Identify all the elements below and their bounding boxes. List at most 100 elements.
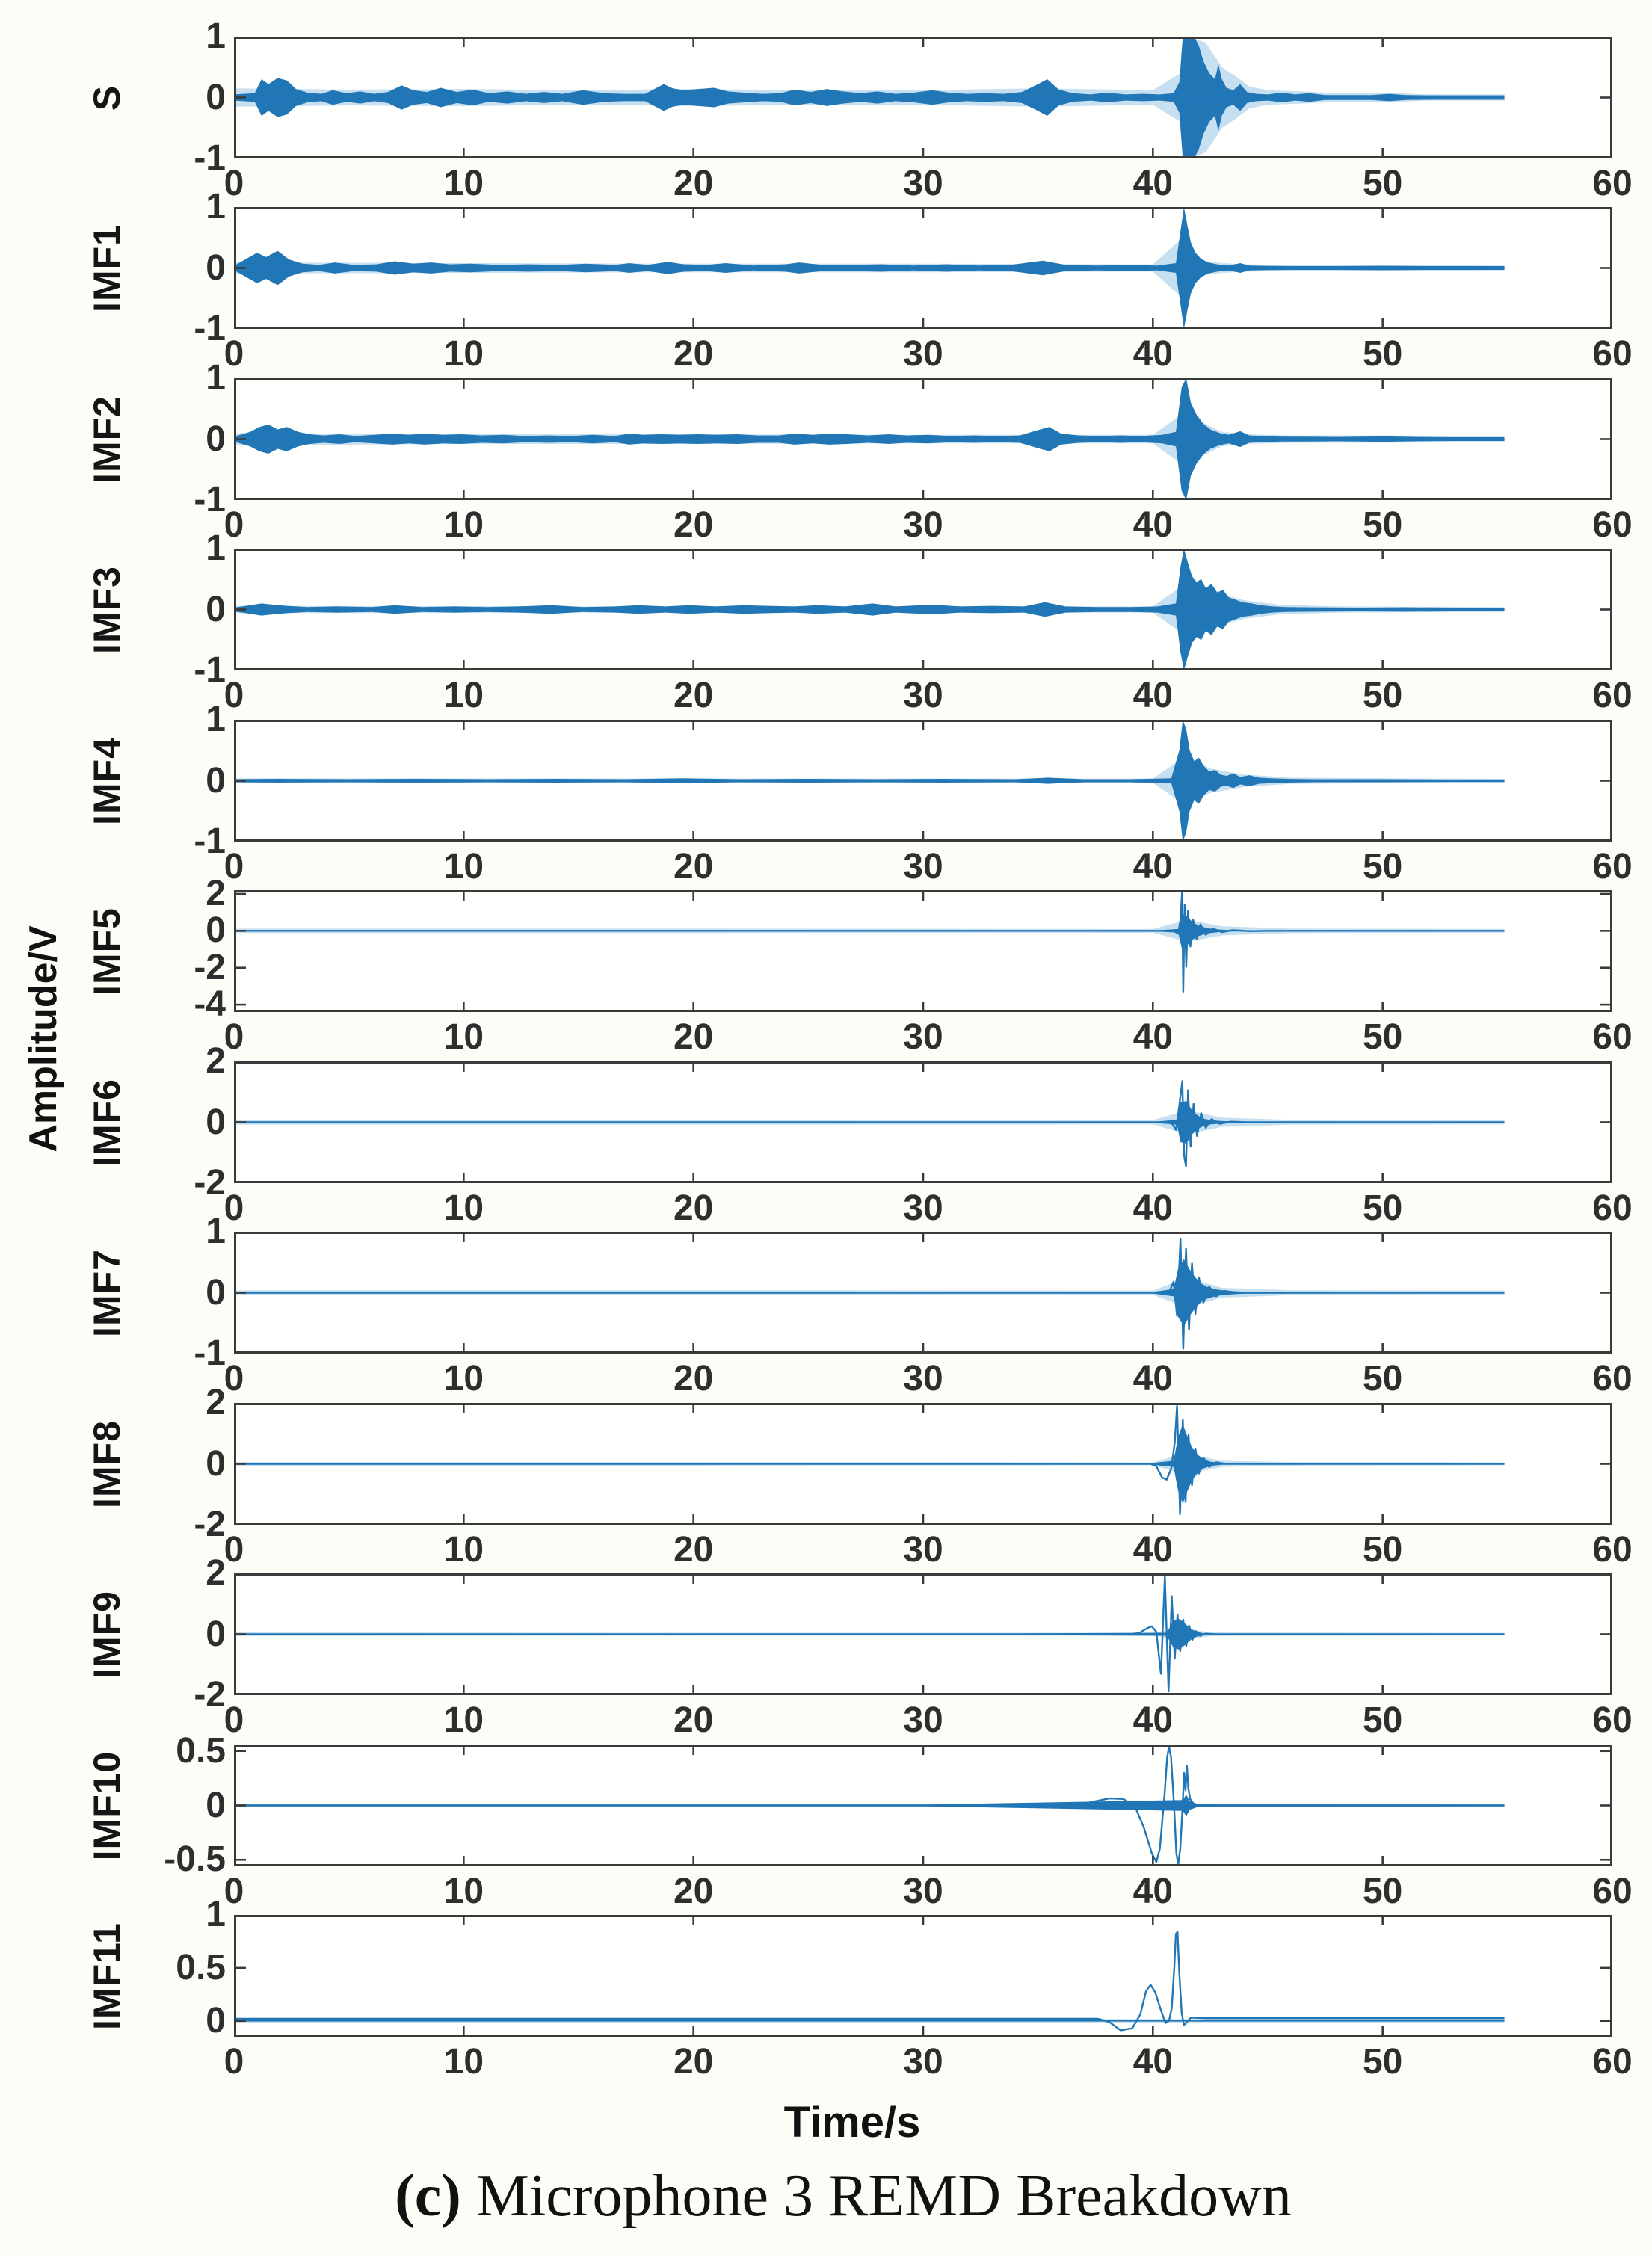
x-tick-label: 50 (1362, 1188, 1403, 1228)
x-tick-label: 30 (903, 1188, 943, 1228)
waveform-panel-IMF6 (234, 1061, 1612, 1183)
x-tick-label: 0 (224, 1530, 244, 1570)
panel-frame (234, 1745, 1612, 1866)
x-tick-label: 50 (1362, 847, 1403, 886)
x-tick-label: 30 (903, 1359, 943, 1398)
x-tick-label: 50 (1362, 676, 1403, 715)
x-tick-label: 60 (1592, 1359, 1633, 1398)
signal-line (234, 891, 1505, 993)
y-tick-label: 1 (206, 700, 226, 739)
x-tick-label: 20 (673, 1530, 714, 1570)
panel-frame (234, 1573, 1612, 1695)
x-tick-label: 50 (1362, 164, 1403, 203)
x-tick-label: 30 (903, 1700, 943, 1740)
x-tick-label: 10 (443, 1700, 484, 1740)
signal-line (234, 1238, 1505, 1350)
x-tick-label: 60 (1592, 1872, 1633, 1911)
x-tick-label: 0 (224, 1359, 244, 1398)
x-tick-label: 10 (443, 2042, 484, 2082)
x-tick-label: 10 (443, 1017, 484, 1057)
y-tick-label: 1 (206, 358, 226, 398)
x-tick-label: 10 (443, 847, 484, 886)
x-tick-label: 30 (903, 1872, 943, 1911)
x-tick-label: 10 (443, 334, 484, 374)
x-tick-label: 40 (1132, 1872, 1174, 1911)
signal-line (234, 1931, 1505, 2032)
y-tick-label: 0 (206, 419, 226, 459)
y-tick-label: 1 (206, 1895, 226, 1934)
x-tick-label: 20 (673, 676, 714, 715)
x-tick-label: 50 (1362, 1700, 1403, 1740)
y-tick-label: -1 (194, 138, 226, 178)
y-tick-label: 0 (206, 1443, 226, 1484)
y-tick-label: 1 (206, 1212, 226, 1251)
y-tick-label: 0 (206, 1272, 226, 1312)
x-tick-label: 20 (673, 1017, 714, 1057)
signal-line (234, 1404, 1505, 1515)
panel-frame (234, 1403, 1612, 1525)
x-tick-label: 50 (1362, 1359, 1403, 1398)
y-tick-label: 2 (206, 873, 226, 913)
y-tick-label: -2 (194, 947, 226, 987)
y-tick-label: -2 (194, 1675, 226, 1715)
waveform-panel-S (234, 37, 1612, 158)
x-tick-label: 40 (1132, 847, 1174, 886)
x-tick-label: 30 (903, 334, 943, 374)
y-tick-label: 0 (206, 2000, 226, 2040)
x-tick-label: 20 (673, 2042, 714, 2082)
y-tick-label: 0 (206, 1102, 226, 1142)
x-tick-label: 0 (224, 334, 244, 374)
waveform-panel-IMF8 (234, 1403, 1612, 1525)
y-tick-label: 2 (206, 1383, 226, 1422)
x-tick-label: 0 (224, 505, 244, 545)
x-tick-label: 30 (903, 505, 943, 545)
x-tick-label: 50 (1362, 505, 1403, 545)
y-tick-label: 0 (206, 760, 226, 800)
y-tick-label: -2 (194, 1505, 226, 1544)
x-tick-label: 20 (673, 164, 714, 203)
y-tick-label: -1 (194, 1333, 226, 1373)
x-tick-label: 40 (1132, 1017, 1174, 1057)
x-tick-label: 50 (1362, 1017, 1403, 1057)
x-axis-label: Time/s (783, 2098, 921, 2147)
y-tick-label: -2 (194, 1163, 226, 1203)
x-tick-label: 20 (673, 847, 714, 886)
x-tick-label: 10 (443, 164, 484, 203)
panel-frame (234, 1232, 1612, 1354)
waveform-panel-IMF4 (234, 720, 1612, 842)
y-tick-label: 2 (206, 1553, 226, 1593)
panel-frame (234, 37, 1612, 158)
signal-line (234, 1745, 1505, 1866)
y-tick-label: 2 (206, 1041, 226, 1081)
x-tick-label: 20 (673, 1700, 714, 1740)
x-tick-label: 10 (443, 1530, 484, 1570)
y-axis-label: Amplitude/V (22, 925, 65, 1153)
waveform-panel-IMF1 (234, 207, 1612, 329)
x-tick-label: 10 (443, 676, 484, 715)
caption-text: Microphone 3 REMD Breakdown (460, 2163, 1292, 2229)
x-tick-label: 20 (673, 1188, 714, 1228)
panel-frame (234, 378, 1612, 500)
panel-frame (234, 207, 1612, 329)
x-tick-label: 60 (1592, 2042, 1633, 2082)
y-tick-label: 1 (206, 16, 226, 56)
x-tick-label: 40 (1132, 1188, 1174, 1228)
x-tick-label: 60 (1592, 1188, 1633, 1228)
x-tick-label: 30 (903, 164, 943, 203)
waveform-panel-IMF2 (234, 378, 1612, 500)
x-tick-label: 20 (673, 334, 714, 374)
x-tick-label: 60 (1592, 334, 1633, 374)
waveform-panel-IMF9 (234, 1573, 1612, 1695)
waveform-panel-IMF5 (234, 890, 1612, 1012)
x-tick-label: 60 (1592, 847, 1633, 886)
y-tick-label: 0 (206, 589, 226, 629)
y-tick-label: 1 (206, 528, 226, 568)
waveform-panel-IMF3 (234, 549, 1612, 670)
x-tick-label: 40 (1132, 164, 1174, 203)
x-tick-label: 10 (443, 1188, 484, 1228)
panel-frame (234, 720, 1612, 842)
x-tick-label: 50 (1362, 1530, 1403, 1570)
x-tick-label: 20 (673, 1359, 714, 1398)
x-tick-label: 0 (224, 1017, 244, 1057)
